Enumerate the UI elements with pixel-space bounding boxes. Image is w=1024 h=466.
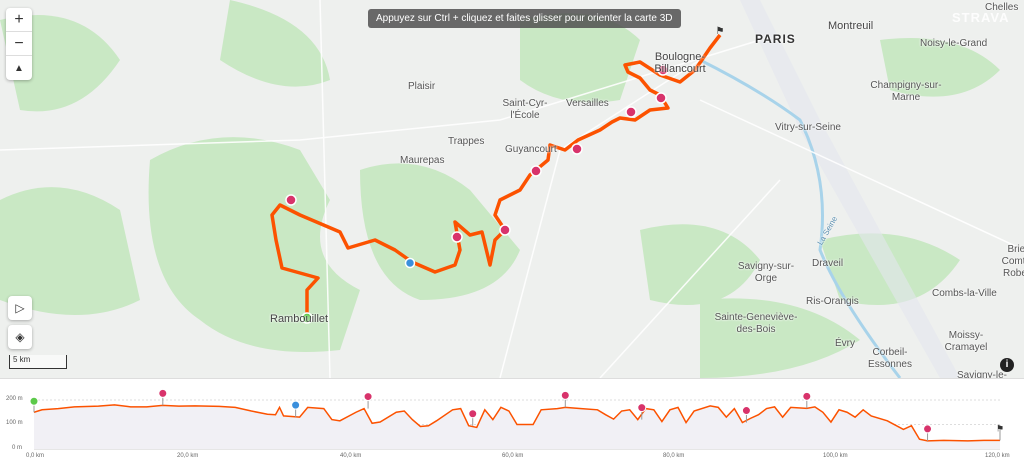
start-marker [29, 396, 39, 406]
map-label: Montreuil [828, 20, 874, 32]
segment-marker [468, 409, 478, 419]
photo-marker [291, 400, 301, 410]
segment-marker [158, 388, 168, 398]
map-label: Sainte-Geneviève-des-Bois [714, 312, 798, 335]
map-label: Draveil [812, 258, 844, 269]
map-graphics: ⚑ [0, 0, 1024, 378]
map-label: Trappes [448, 136, 485, 147]
map-label: Savigny-le-Temple [956, 370, 1008, 378]
photo-marker [404, 257, 416, 269]
route-line [270, 33, 722, 318]
segment-marker [923, 424, 933, 434]
x-tick: 20,0 km [177, 453, 199, 459]
y-tick: 0 m [12, 445, 23, 451]
scale-bar: 5 km [9, 355, 67, 369]
map-nav-controls: + − ▲ [6, 8, 32, 80]
map-label: Savigny-sur-Orge [737, 261, 795, 284]
map-label: Versailles [566, 98, 609, 109]
map-canvas[interactable]: ⚑ PARIS Montreuil Chelles Noisy-le-Grand… [0, 0, 1024, 378]
elevation-profile[interactable]: 200 m 100 m 0 m 0,0 km 20,0 km 40,0 km 6… [0, 378, 1024, 465]
forest-areas [0, 0, 1000, 378]
elevation-line [33, 404, 1000, 442]
start-marker [301, 312, 313, 324]
strava-logo: STRAVA [952, 10, 1010, 25]
segment-marker [560, 390, 570, 400]
map-label: Noisy-le-Grand [920, 38, 988, 49]
map-label: Plaisir [408, 81, 436, 92]
map-label: Vitry-sur-Seine [775, 122, 841, 133]
segment-marker [741, 406, 751, 416]
play-flyover-button[interactable]: ▷ [8, 296, 32, 320]
segment-marker [530, 165, 542, 177]
segment-marker [637, 403, 647, 413]
finish-flag-icon: ⚑ [716, 26, 725, 37]
x-tick: 80,0 km [663, 453, 685, 459]
segment-marker [657, 64, 669, 76]
map-label: Moissy-Cramayel [944, 330, 988, 353]
map-3d-hint: Appuyez sur Ctrl + cliquez et faites gli… [368, 9, 681, 28]
x-tick: 60,0 km [502, 453, 524, 459]
map-label: Brie-Comte-Robert [1001, 244, 1024, 279]
x-tick: 40,0 km [340, 453, 362, 459]
map-label: Chelles [985, 2, 1019, 13]
elevation-area [34, 404, 1000, 449]
finish-flag-icon: ⚑ [996, 423, 1004, 433]
info-icon[interactable]: i [1000, 358, 1014, 372]
y-tick: 100 m [6, 420, 23, 426]
segment-marker [285, 194, 297, 206]
zoom-in-button[interactable]: + [6, 8, 32, 32]
map-label: Champigny-sur-Marne [870, 80, 942, 103]
x-tick: 0,0 km [26, 453, 45, 459]
elevation-chart: ⚑ [29, 388, 1004, 450]
segment-marker [499, 224, 511, 236]
y-tick: 200 m [6, 396, 23, 402]
x-tick: 100,0 km [823, 453, 848, 459]
map-label: Maurepas [400, 155, 445, 166]
map-label: Ris-Orangis [806, 296, 859, 307]
segment-marker [571, 143, 583, 155]
map-label: Combs-la-Ville [932, 288, 997, 299]
segment-marker [363, 392, 373, 402]
route-markers: ⚑ [285, 26, 725, 324]
map-label: Corbeil-Essonnes [868, 347, 912, 370]
map-label: Guyancourt [505, 144, 557, 155]
segment-marker [802, 391, 812, 401]
zoom-out-button[interactable]: − [6, 32, 32, 56]
map-label: Évry [835, 338, 855, 349]
map-label: PARIS [755, 32, 796, 46]
compass-button[interactable]: ▲ [14, 62, 24, 74]
segment-marker [451, 231, 463, 243]
map-label: Saint-Cyr-l'École [502, 98, 548, 121]
x-tick: 120,0 km [985, 453, 1010, 459]
layers-button[interactable]: ◈ [8, 325, 32, 349]
seine-river [699, 58, 902, 378]
segment-marker [625, 106, 637, 118]
map-label: Rambouillet [270, 313, 329, 325]
segment-marker [655, 92, 667, 104]
map-label: Boulogne-Billancourt [654, 51, 706, 75]
